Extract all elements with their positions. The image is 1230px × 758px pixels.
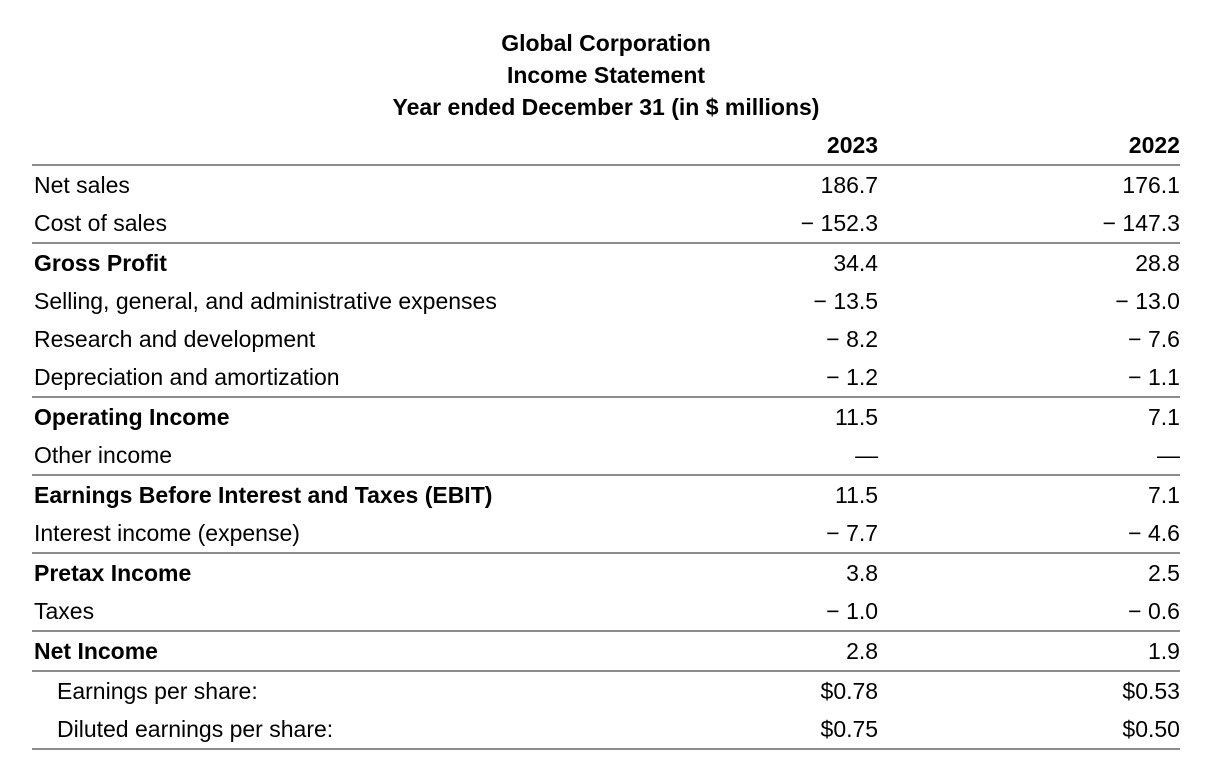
table-row: Other income — —: [32, 436, 1180, 475]
column-header-2022: 2022: [878, 126, 1180, 166]
line-item-label: Other income: [34, 441, 173, 468]
value-2022: —: [1156, 441, 1180, 468]
value-2023: − 7.7: [826, 519, 879, 546]
line-item-column-header: [32, 126, 628, 166]
line-item-label: Cost of sales: [34, 209, 167, 236]
line-item-label: Selling, general, and administrative exp…: [34, 287, 497, 314]
line-item-label: Research and development: [34, 325, 316, 352]
column-header-row: 2023 2022: [32, 126, 1180, 166]
table-row: Gross Profit 34.4 28.8: [32, 242, 1180, 282]
line-item-label: Net Income: [32, 630, 628, 671]
line-item-label: Depreciation and amortization: [34, 363, 340, 390]
table-row: Taxes − 1.0 − 0.6: [32, 592, 1180, 631]
value-2023: 2.8: [627, 630, 879, 671]
table-row: Earnings Before Interest and Taxes (EBIT…: [32, 474, 1180, 514]
table-row: Pretax Income 3.8 2.5: [32, 552, 1180, 592]
value-2022: − 1.1: [1128, 363, 1180, 390]
statement-title-block: Global Corporation Income Statement Year…: [0, 27, 1212, 123]
table-row: Operating Income 11.5 7.1: [32, 396, 1180, 436]
value-2023: 3.8: [627, 552, 879, 592]
table-row: Diluted earnings per share: $0.75 $0.50: [32, 710, 1180, 750]
line-item-label: Taxes: [34, 597, 95, 624]
value-2022: 1.9: [878, 630, 1180, 671]
table-row: Net sales 186.7 176.1: [32, 165, 1180, 204]
value-2023: − 1.0: [826, 597, 879, 624]
table-row: Depreciation and amortization − 1.2 − 1.1: [32, 358, 1180, 397]
value-2022: 2.5: [878, 552, 1180, 592]
value-2023: − 152.3: [800, 209, 879, 236]
value-2022: − 0.6: [1128, 597, 1180, 624]
line-item-label: Pretax Income: [32, 552, 628, 592]
table-row: Earnings per share: $0.78 $0.53: [32, 670, 1180, 710]
line-item-label: Gross Profit: [32, 242, 628, 282]
value-2022: 176.1: [1122, 171, 1180, 198]
company-name: Global Corporation: [501, 30, 711, 56]
value-2023: —: [855, 441, 879, 468]
value-2022: $0.53: [878, 670, 1180, 710]
statement-body: Net sales 186.7 176.1 Cost of sales − 152.3 −…: [32, 165, 1180, 750]
value-2023: − 13.5: [813, 287, 879, 314]
value-2022: − 4.6: [1128, 519, 1180, 546]
line-item-label: Net sales: [34, 171, 130, 198]
line-item-label: Interest income (expense): [34, 519, 300, 546]
value-2023: 11.5: [627, 396, 879, 436]
value-2023: − 1.2: [826, 363, 879, 390]
table-row: Net Income 2.8 1.9: [32, 630, 1180, 671]
value-2022: − 13.0: [1115, 287, 1180, 314]
column-header-2023: 2023: [627, 126, 879, 166]
line-item-label: Earnings Before Interest and Taxes (EBIT…: [32, 474, 628, 514]
value-2023: 34.4: [627, 242, 879, 282]
statement-period: Year ended December 31 (in $ millions): [392, 94, 820, 120]
line-item-label: Diluted earnings per share:: [32, 710, 628, 750]
value-2023: 11.5: [627, 474, 879, 514]
value-2022: 28.8: [878, 242, 1180, 282]
value-2022: 7.1: [878, 396, 1180, 436]
value-2023: $0.75: [627, 710, 879, 750]
table-row: Interest income (expense) − 7.7 − 4.6: [32, 514, 1180, 553]
value-2022: $0.50: [878, 710, 1180, 750]
value-2022: − 7.6: [1128, 325, 1180, 352]
value-2023: − 8.2: [826, 325, 879, 352]
table-row: Research and development − 8.2 − 7.6: [32, 320, 1180, 358]
value-2022: − 147.3: [1102, 209, 1180, 236]
line-item-label: Operating Income: [32, 396, 628, 436]
value-2022: 7.1: [878, 474, 1180, 514]
table-row: Cost of sales − 152.3 − 147.3: [32, 204, 1180, 243]
value-2023: $0.78: [627, 670, 879, 710]
value-2023: 186.7: [820, 171, 879, 198]
line-item-label: Earnings per share:: [32, 670, 628, 710]
statement-name: Income Statement: [506, 62, 706, 88]
table-row: Selling, general, and administrative exp…: [32, 282, 1180, 320]
income-statement-table: 2023 2022 Net sales 186.7 176.1 Cost of sal…: [32, 126, 1180, 750]
